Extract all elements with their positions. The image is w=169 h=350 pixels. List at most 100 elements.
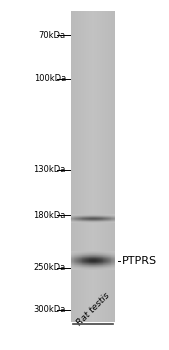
Bar xyxy=(79,220,80,221)
Bar xyxy=(103,253,104,254)
Bar xyxy=(105,218,106,219)
Bar xyxy=(71,266,72,267)
Bar xyxy=(87,219,88,220)
Bar xyxy=(80,214,81,215)
Bar xyxy=(98,217,99,218)
Bar xyxy=(91,253,92,254)
Bar xyxy=(109,260,110,261)
Bar xyxy=(106,269,107,270)
Bar xyxy=(98,219,99,220)
Bar xyxy=(85,220,86,221)
Bar xyxy=(112,258,114,259)
Bar xyxy=(113,252,114,253)
Bar xyxy=(103,221,104,222)
Bar xyxy=(100,257,101,258)
Bar xyxy=(85,218,86,219)
Bar xyxy=(93,221,94,222)
Bar xyxy=(81,214,82,215)
Bar xyxy=(82,268,84,269)
Bar xyxy=(77,264,78,265)
Bar xyxy=(90,214,92,215)
Bar xyxy=(72,259,73,260)
Bar xyxy=(91,265,92,266)
Bar xyxy=(77,256,78,257)
Bar xyxy=(104,221,106,222)
Bar xyxy=(96,252,97,253)
Bar xyxy=(94,251,95,252)
Bar xyxy=(111,266,113,267)
Bar xyxy=(108,266,109,267)
Bar xyxy=(111,217,112,218)
Bar xyxy=(100,260,101,261)
Bar xyxy=(97,257,99,258)
Bar xyxy=(93,261,94,262)
Bar xyxy=(112,260,114,261)
Bar xyxy=(87,255,88,256)
Bar xyxy=(72,262,73,263)
Bar xyxy=(100,222,101,223)
Bar xyxy=(89,269,90,270)
Bar xyxy=(96,256,97,257)
Bar xyxy=(76,252,77,253)
Bar xyxy=(103,220,104,221)
Bar xyxy=(95,257,96,258)
Bar xyxy=(101,219,102,220)
Bar xyxy=(92,252,93,253)
Bar xyxy=(107,215,108,216)
Bar xyxy=(103,221,105,222)
Bar xyxy=(82,217,84,218)
Bar xyxy=(71,220,72,221)
Bar xyxy=(82,259,84,260)
Bar xyxy=(92,221,93,222)
Bar xyxy=(81,220,82,221)
Bar xyxy=(73,214,74,215)
Bar xyxy=(82,268,84,269)
Bar xyxy=(71,251,72,252)
Bar xyxy=(77,214,78,215)
Bar xyxy=(97,258,99,259)
Bar xyxy=(109,217,110,218)
Bar xyxy=(99,255,100,256)
Bar xyxy=(100,221,101,222)
Bar xyxy=(100,253,101,254)
Bar xyxy=(74,251,75,252)
Bar xyxy=(113,221,114,222)
Bar xyxy=(88,214,89,215)
Bar xyxy=(111,220,113,221)
Bar xyxy=(79,260,80,261)
Bar xyxy=(100,265,101,266)
Bar xyxy=(85,253,86,254)
Bar xyxy=(87,267,88,268)
Bar xyxy=(111,263,112,264)
Bar xyxy=(75,254,77,255)
Bar xyxy=(109,260,110,261)
Bar xyxy=(103,269,105,270)
Bar xyxy=(89,219,91,220)
Bar xyxy=(99,252,100,253)
Bar xyxy=(87,222,88,223)
Bar xyxy=(113,220,114,221)
Bar xyxy=(103,214,104,215)
Bar xyxy=(82,253,84,254)
Bar xyxy=(81,255,82,256)
Bar xyxy=(105,269,106,270)
Bar xyxy=(87,216,88,217)
Bar xyxy=(83,259,84,260)
Bar xyxy=(81,217,82,218)
Bar xyxy=(111,261,113,262)
Bar xyxy=(77,214,78,215)
Bar xyxy=(91,266,92,267)
Bar xyxy=(98,214,99,215)
Bar xyxy=(100,264,101,265)
Bar xyxy=(80,222,81,223)
Bar xyxy=(75,219,77,220)
Bar xyxy=(83,265,84,266)
Bar xyxy=(105,219,106,220)
Bar xyxy=(83,256,84,257)
Bar xyxy=(91,267,92,268)
Bar xyxy=(87,215,88,216)
Bar xyxy=(112,254,114,255)
Bar xyxy=(79,220,80,221)
Bar xyxy=(103,267,104,268)
Bar xyxy=(84,218,85,219)
